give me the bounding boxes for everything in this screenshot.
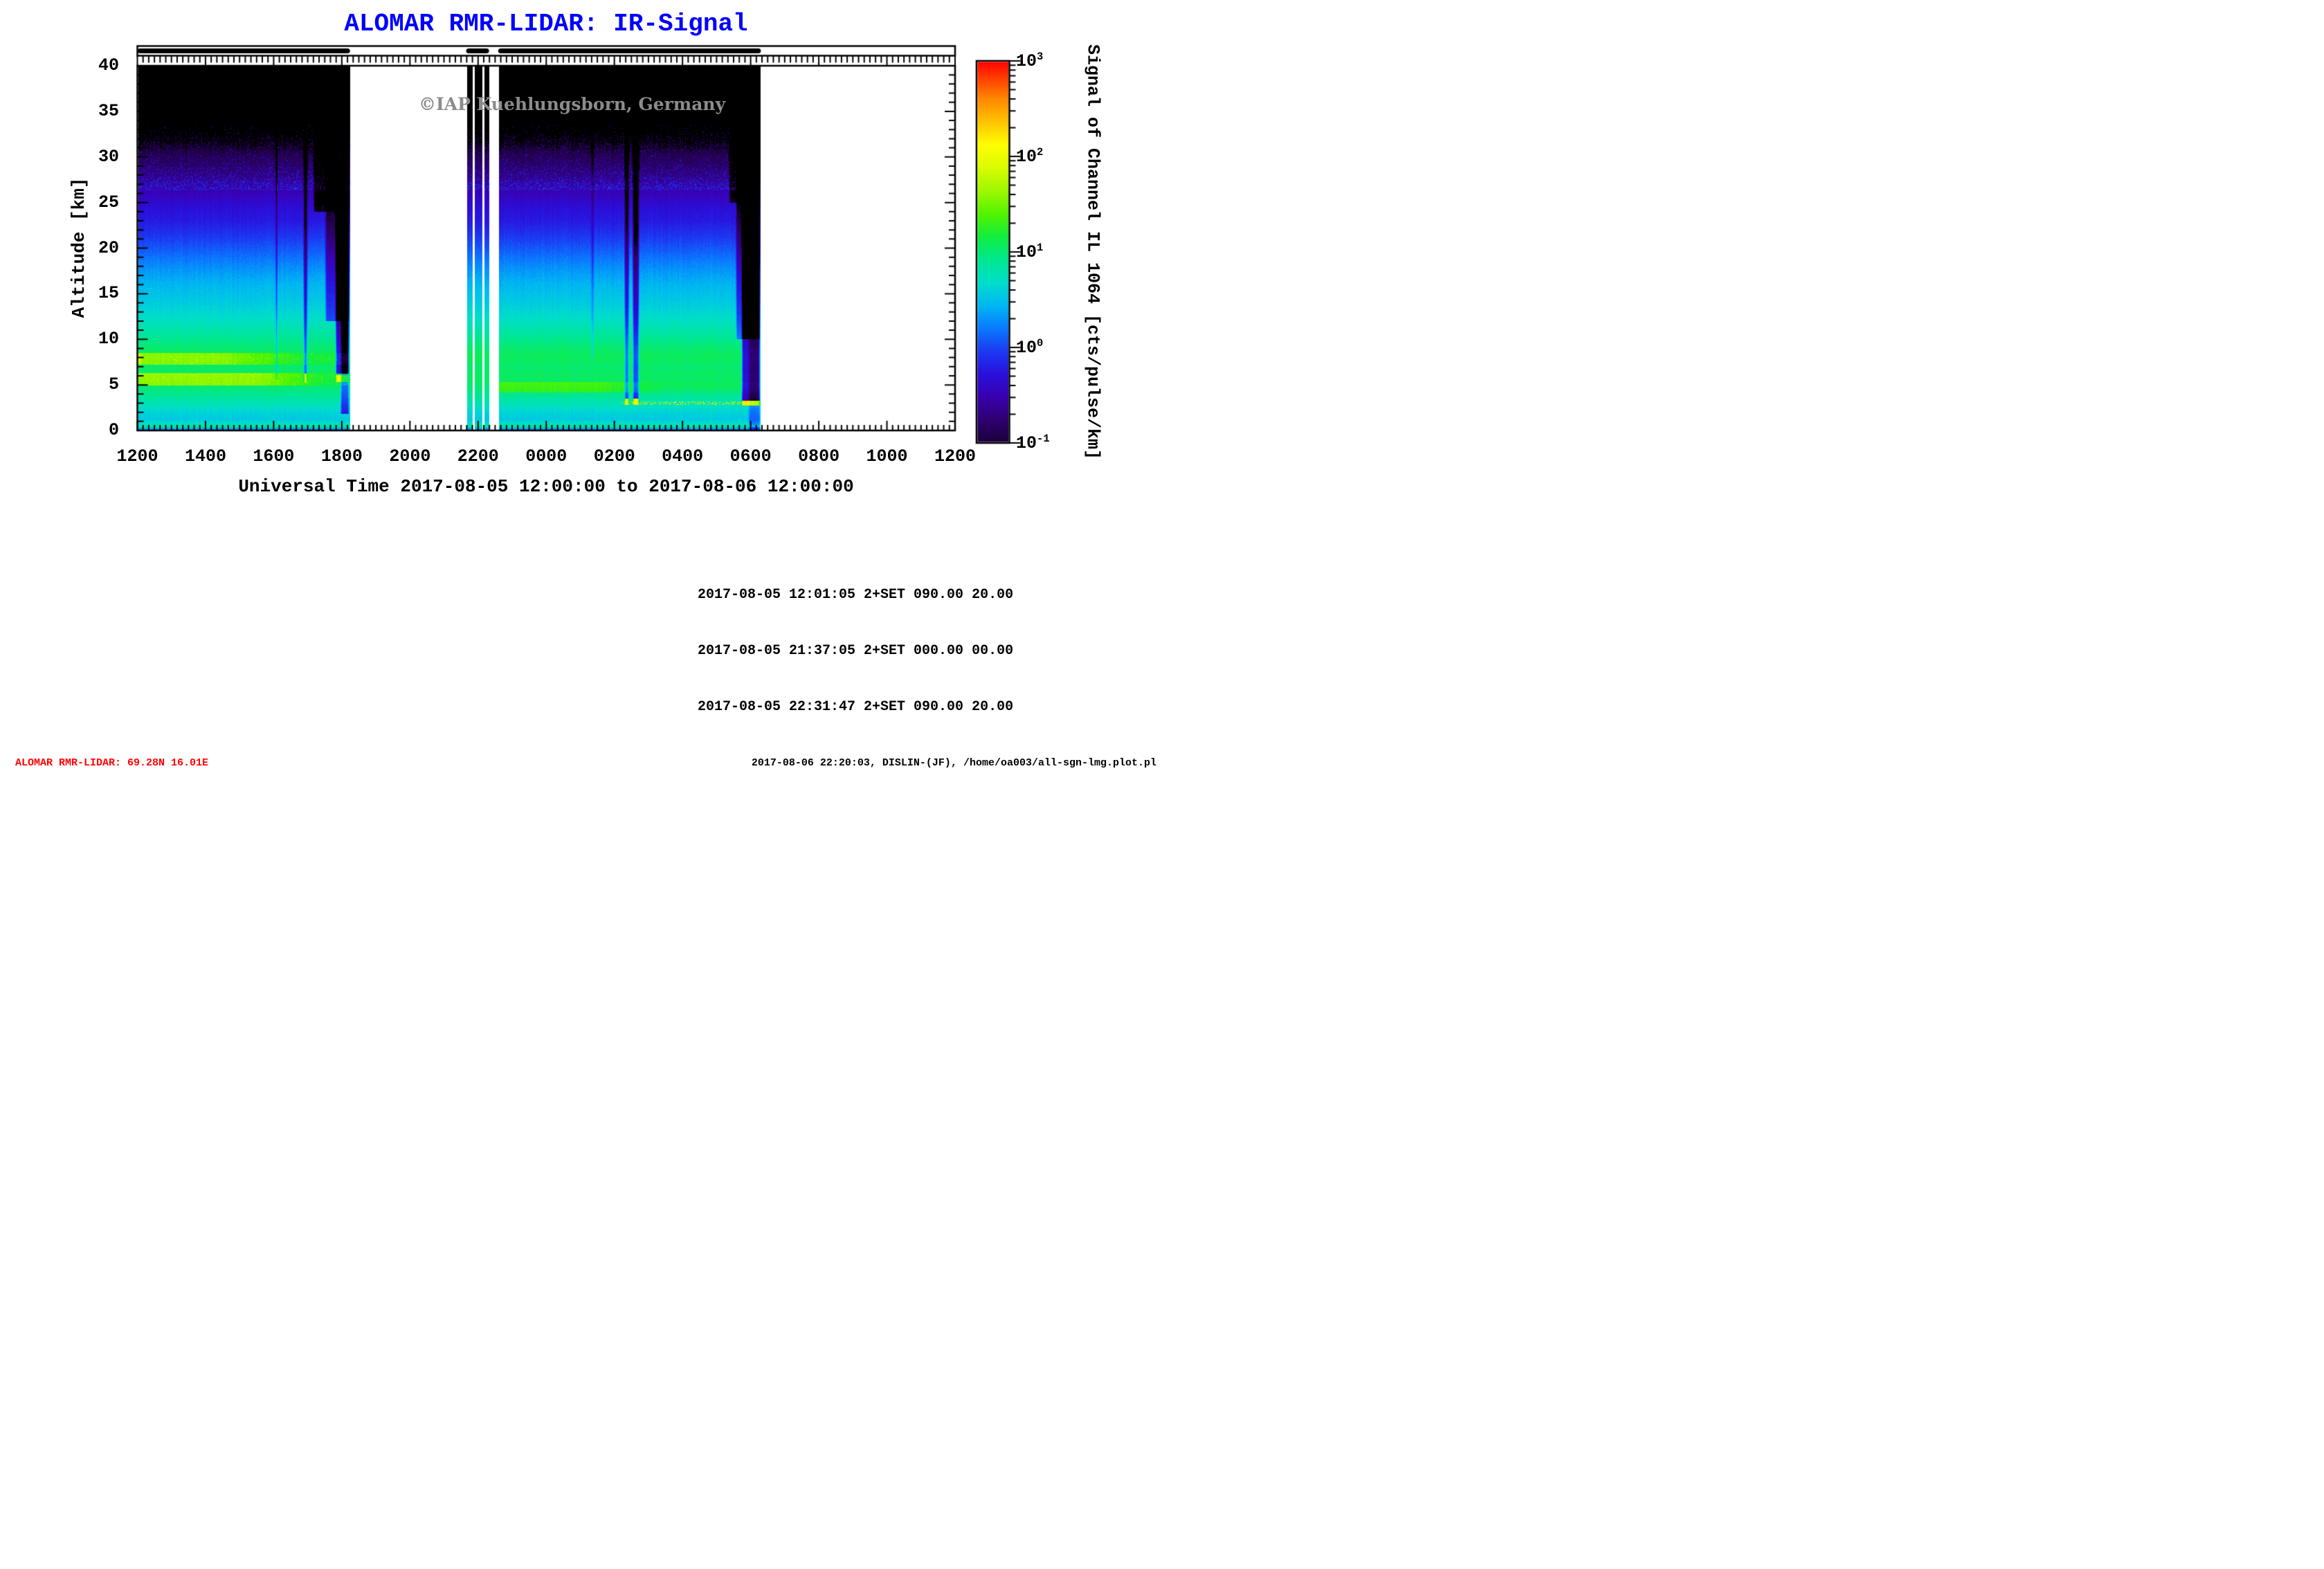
y-tick-label: 15 xyxy=(98,283,119,304)
x-tick-label: 0800 xyxy=(798,446,840,466)
colorbar-tick-exponent: -1 xyxy=(1037,432,1050,445)
x-tick-label: 1200 xyxy=(934,446,977,466)
y-tick-label: 20 xyxy=(98,237,119,258)
x-tick-label: 1200 xyxy=(116,446,158,466)
colorbar-tick-label: 10-1 xyxy=(1016,433,1050,453)
y-tick-label: 35 xyxy=(98,100,119,121)
plot-generation-info-text: 2017-08-06 22:20:03, DISLIN-(JF), /home/… xyxy=(751,757,1156,769)
y-tick-label: 30 xyxy=(98,146,119,167)
info-line: 2017-08-05 12:01:05 2+SET 090.00 20.00 xyxy=(698,587,1014,603)
x-axis-label: Universal Time 2017-08-05 12:00:00 to 20… xyxy=(238,476,854,497)
colorbar-tick-exponent: 2 xyxy=(1037,145,1044,158)
y-tick-label: 25 xyxy=(98,192,119,212)
colorbar-tick-exponent: 3 xyxy=(1037,50,1044,63)
figure-page: ALOMAR RMR-LIDAR: IR-Signal ©IAP Kuehlun… xyxy=(0,0,1162,785)
colorbar-tick-label: 102 xyxy=(1016,146,1043,167)
y-tick-label: 10 xyxy=(98,329,119,350)
colorbar-tick-label: 100 xyxy=(1016,337,1043,358)
y-tick-label: 5 xyxy=(108,374,119,395)
y-axis-label: Altitude [km] xyxy=(69,177,89,318)
info-line: 2017-08-05 22:31:47 2+SET 090.00 20.00 xyxy=(698,699,1014,715)
colorbar-tick-label: 101 xyxy=(1016,242,1043,262)
colorbar-tick-exponent: 1 xyxy=(1037,241,1044,254)
x-tick-label: 2200 xyxy=(457,446,499,466)
x-tick-label: 1800 xyxy=(320,446,363,466)
colorbar-tick-label: 103 xyxy=(1016,51,1043,71)
x-tick-label: 0600 xyxy=(729,446,772,466)
colorbar-title: Signal of Channel IL 1064 [cts/pulse/km] xyxy=(1082,44,1103,460)
colorbar-tick-base: 10 xyxy=(1016,242,1037,263)
watermark-text: ©IAP Kuehlungsborn, Germany xyxy=(419,94,726,114)
colorbar-tick-base: 10 xyxy=(1016,147,1037,167)
measurement-info-lines: 2017-08-05 12:01:05 2+SET 090.00 20.00 2… xyxy=(698,548,1013,754)
colorbar-tick-base: 10 xyxy=(1016,433,1037,454)
x-tick-label: 0400 xyxy=(662,446,704,466)
lidar-heatmap-canvas xyxy=(0,0,1162,785)
colorbar-tick-base: 10 xyxy=(1016,51,1037,72)
x-tick-label: 2000 xyxy=(389,446,431,466)
x-tick-label: 0200 xyxy=(593,446,635,466)
x-tick-label: 1000 xyxy=(866,446,908,466)
x-tick-label: 1600 xyxy=(253,446,295,466)
colorbar-tick-exponent: 0 xyxy=(1037,336,1044,350)
station-coordinates-text: ALOMAR RMR-LIDAR: 69.28N 16.01E xyxy=(15,757,209,769)
colorbar-tick-base: 10 xyxy=(1016,338,1037,359)
y-tick-label: 0 xyxy=(108,420,119,440)
y-tick-label: 40 xyxy=(98,55,119,75)
x-tick-label: 0000 xyxy=(525,446,568,466)
x-tick-label: 1400 xyxy=(184,446,226,466)
info-line: 2017-08-05 21:37:05 2+SET 000.00 00.00 xyxy=(698,643,1014,659)
